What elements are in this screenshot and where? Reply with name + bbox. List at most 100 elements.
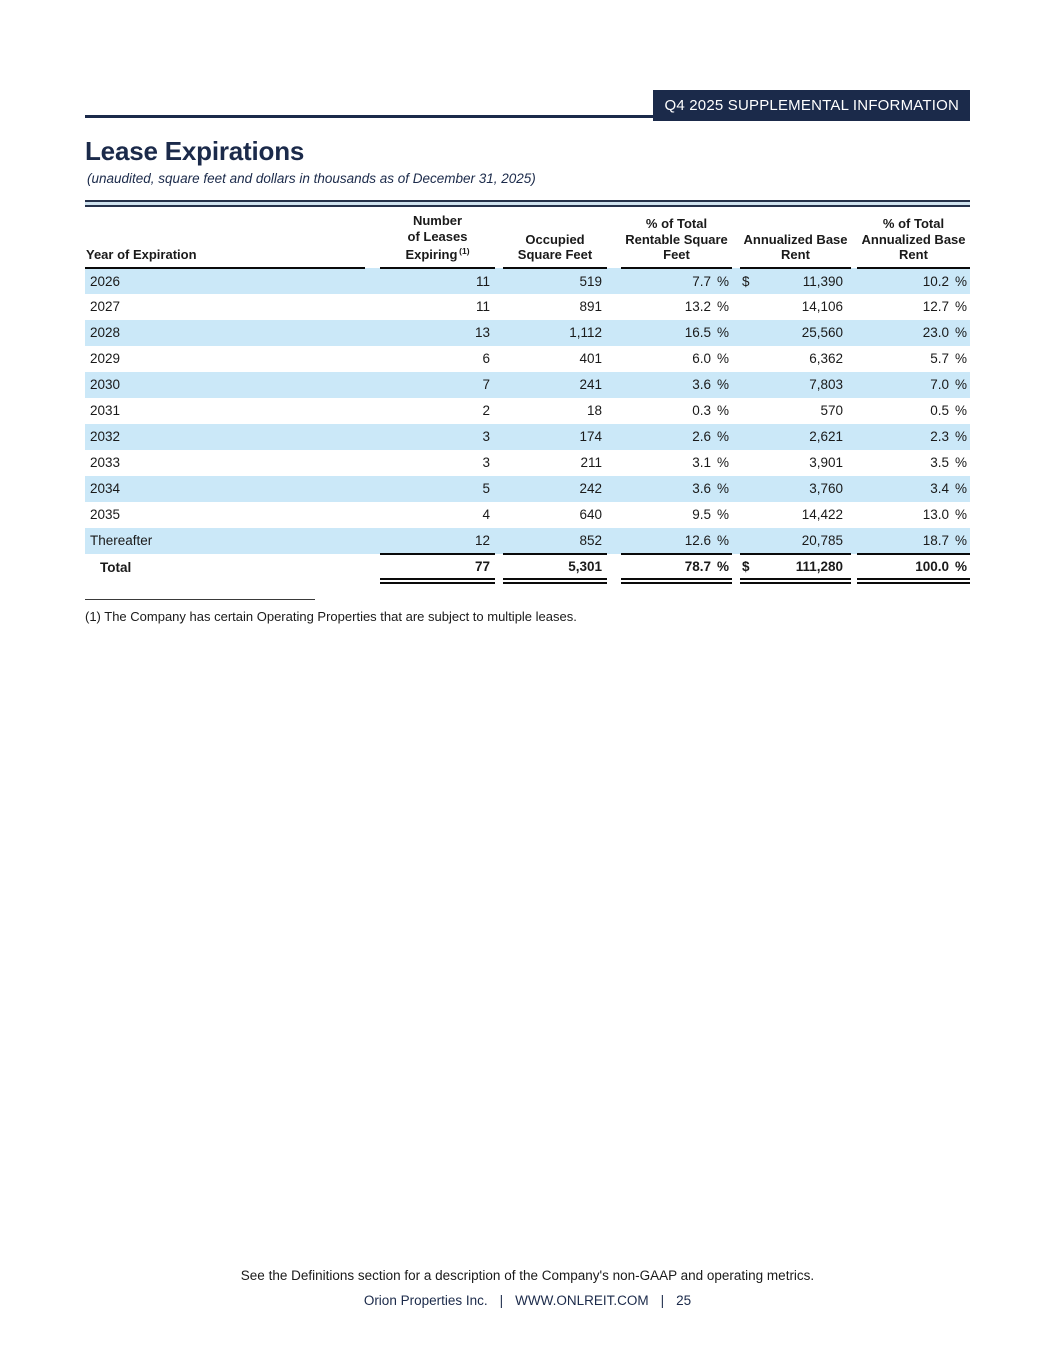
cell-occupied-square-feet: 852 [579,532,602,548]
percent-value: 0.3% [621,403,732,418]
column-gap [732,424,740,450]
percent-value: 12.6% [621,533,732,548]
column-gap [607,294,621,320]
column-gap [607,372,621,398]
percent-number: 10.2 [922,273,949,289]
percent-value: 13.0% [857,507,970,522]
column-gap [495,528,503,554]
column-gap [495,476,503,502]
cell-pct-rentable: 7.7% [621,268,732,294]
cell-occupied-square-feet: 401 [579,351,602,366]
cell-annualized-base-rent: 3,760 [740,476,851,502]
percent-sign: % [716,325,729,340]
column-gap [495,554,503,581]
cell-leases-expiring: 3 [482,455,490,470]
cell-pct-rentable: 2.6% [621,424,732,450]
column-gap [732,346,740,372]
cell-year: 2034 [90,481,121,496]
column-gap [495,294,503,320]
percent-sign: % [954,455,967,470]
column-gap [732,268,740,294]
column-gap [365,502,380,528]
table-row: 2026 11 519 7.7% $11,390 10.2% [85,267,970,294]
column-header-occupied: Occupied Square Feet [503,207,607,269]
percent-sign: % [954,429,967,444]
column-gap [365,528,380,554]
percent-value: 2.3% [857,429,970,444]
cell-year: 2032 [90,429,121,444]
cell-annualized-base-rent: 2,621 [740,424,851,450]
percent-number: 0.3 [692,403,711,418]
cell-occupied-square-feet: 640 [579,507,602,522]
percent-number: 23.0 [922,325,949,340]
column-gap [607,268,621,294]
column-gap [607,320,621,346]
percent-sign: % [716,273,729,289]
column-gap [495,320,503,346]
cell-pct-rentable: 16.5% [621,320,732,346]
report-header-badge: Q4 2025 SUPPLEMENTAL INFORMATION [653,90,970,121]
column-header-leases: Number of Leases Expiring (1) [380,207,495,269]
table-row: 2035 4 640 9.5% 14,422 13.0% [85,502,970,528]
percent-number: 12.6 [684,532,711,548]
total-label: Total [100,559,132,575]
total-pct-rentable: 78.7% [621,552,732,584]
percent-value: 5.7% [857,351,970,366]
currency-value: 7,803 [740,377,851,392]
cell-year: 2026 [90,273,121,289]
amount: 11,390 [802,273,843,289]
percent-value: 100.0% [857,559,970,574]
cell-leases-expiring: 2 [482,403,490,418]
footnote-text: (1) The Company has certain Operating Pr… [85,609,577,624]
cell-leases-expiring: 5 [482,481,490,496]
cell-annualized-base-rent: 6,362 [740,346,851,372]
header-row: Year of Expiration Number of Leases Expirin… [85,207,970,269]
cell-year: 2027 [90,299,121,314]
column-header-pct-rentable: % of Total Rentable Square Feet [621,207,732,269]
cell-pct-annualized-base-rent: 3.5% [857,450,970,476]
cell-leases-expiring: 13 [474,325,490,340]
table-top-rule [85,200,970,207]
percent-value: 2.6% [621,429,732,444]
amount: 3,901 [809,455,843,470]
column-gap [495,398,503,424]
percent-number: 13.0 [922,507,949,522]
percent-sign: % [716,481,729,496]
column-gap [732,450,740,476]
column-gap [732,554,740,581]
cell-pct-annualized-base-rent: 0.5% [857,398,970,424]
total-occupied-square-feet: 5,301 [503,552,607,584]
column-gap [365,294,380,320]
percent-sign: % [954,481,967,496]
percent-number: 18.7 [922,532,949,548]
amount: 3,760 [809,481,843,496]
column-gap [365,320,380,346]
amount: 25,560 [801,325,843,340]
cell-pct-annualized-base-rent: 18.7% [857,528,970,554]
column-gap [365,268,380,294]
percent-number: 100.0 [915,558,949,574]
cell-pct-annualized-base-rent: 12.7% [857,294,970,320]
percent-sign: % [954,273,967,289]
cell-annualized-base-rent: 3,901 [740,450,851,476]
cell-occupied-square-feet: 18 [586,403,602,418]
percent-number: 2.6 [692,429,711,444]
column-gap [495,450,503,476]
table-row: 2033 3 211 3.1% 3,901 3.5% [85,450,970,476]
currency-value: 6,362 [740,351,851,366]
cell-pct-annualized-base-rent: 7.0% [857,372,970,398]
percent-sign: % [954,325,967,340]
percent-sign: % [954,403,967,418]
percent-value: 7.7% [621,274,732,289]
cell-year: Thereafter [90,533,153,548]
total-row: Total 77 5,301 78.7% $111,280 100.0% [85,552,970,584]
cell-occupied-square-feet: 519 [579,273,602,289]
amount: 2,621 [809,429,843,444]
percent-value: 3.5% [857,455,970,470]
cell-occupied-square-feet: 211 [580,455,602,470]
cell-annualized-base-rent: 20,785 [740,528,851,554]
currency-value: 14,422 [740,507,851,522]
column-gap [495,424,503,450]
column-gap [495,207,503,268]
